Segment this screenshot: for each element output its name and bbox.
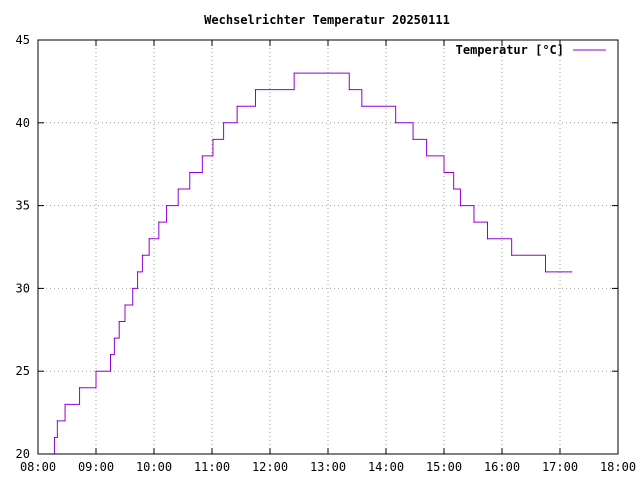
data-point [348, 89, 350, 91]
series-layer [51, 72, 573, 455]
y-tick-label: 35 [16, 199, 30, 213]
y-tick-label: 45 [16, 33, 30, 47]
grid [38, 40, 618, 454]
data-point [158, 221, 160, 223]
data-point [56, 420, 58, 422]
x-tick-label: 13:00 [310, 460, 346, 474]
x-tick-label: 12:00 [252, 460, 288, 474]
data-point [201, 155, 203, 157]
chart-title: Wechselrichter Temperatur 20250111 [204, 13, 450, 27]
data-point [395, 122, 397, 124]
x-tick-label: 09:00 [78, 460, 114, 474]
data-point [544, 271, 547, 273]
x-tick-label: 18:00 [600, 460, 636, 474]
data-point [136, 271, 139, 273]
data-point [165, 205, 168, 207]
data-point [443, 171, 445, 174]
data-point [571, 271, 573, 273]
data-point [459, 205, 462, 207]
data-point [212, 138, 214, 140]
data-point [361, 105, 363, 107]
data-point [189, 171, 191, 174]
data-point [223, 122, 225, 124]
data-point [426, 155, 428, 157]
x-tick-label: 08:00 [20, 460, 56, 474]
data-point [78, 387, 81, 389]
data-point [236, 105, 238, 107]
x-tick-label: 15:00 [426, 460, 462, 474]
data-point [118, 320, 120, 323]
x-tick-label: 14:00 [368, 460, 404, 474]
x-tick-label: 17:00 [542, 460, 578, 474]
ticks [37, 39, 619, 455]
tick-labels: 08:00 09:00 10:00 11:00 12:00 13:00 14:00 15:00… [16, 33, 637, 474]
data-point [124, 304, 126, 306]
data-point [177, 188, 179, 190]
y-tick-label: 20 [16, 447, 30, 461]
plot-frame [37, 39, 619, 455]
data-point [148, 238, 150, 240]
data-point [486, 238, 489, 240]
data-point [132, 287, 134, 289]
data-point [53, 436, 56, 439]
data-point [109, 354, 112, 356]
data-point [254, 89, 257, 91]
y-tick-label: 25 [16, 364, 30, 378]
data-point [412, 138, 414, 140]
x-tick-label: 10:00 [136, 460, 172, 474]
y-tick-label: 40 [16, 116, 30, 130]
data-point [141, 254, 143, 256]
legend-label-temperature: Temperatur [°C] [456, 43, 564, 57]
data-point [293, 72, 295, 74]
x-tick-label: 16:00 [484, 460, 520, 474]
legend: Temperatur [°C] [456, 43, 606, 57]
y-tick-label: 30 [16, 281, 30, 295]
data-point [95, 370, 97, 372]
data-point [113, 337, 115, 339]
x-tick-label: 11:00 [194, 460, 230, 474]
data-point [64, 403, 66, 405]
data-point [453, 188, 455, 190]
series-line-temperature [52, 72, 572, 455]
data-point [511, 254, 513, 256]
data-point [473, 221, 475, 223]
